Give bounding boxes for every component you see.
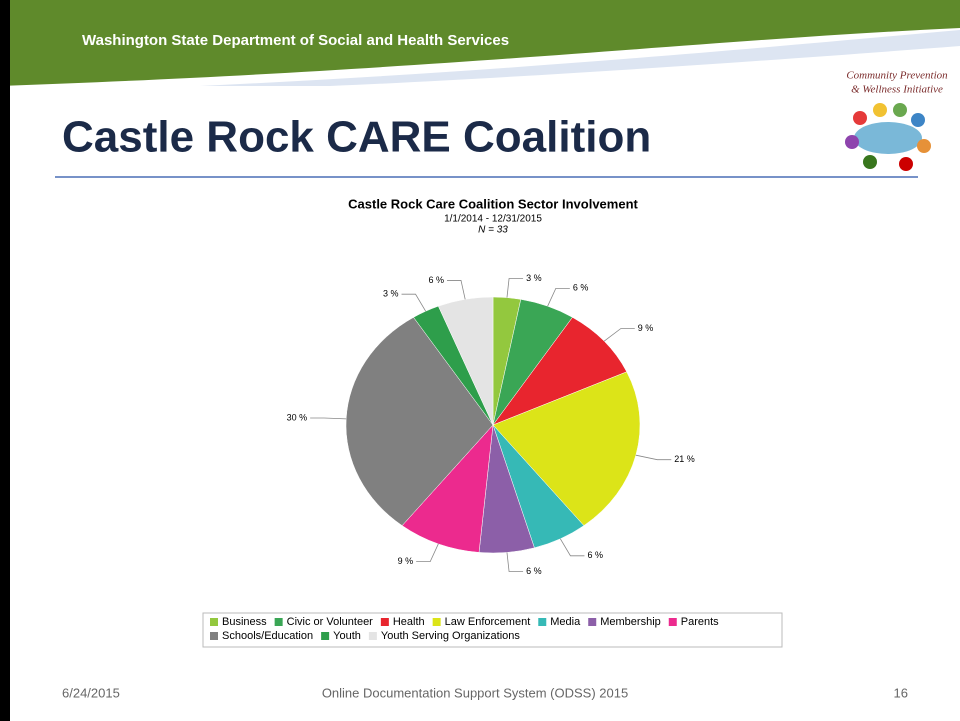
legend-label: Civic or Volunteer	[287, 616, 374, 628]
footer-center: Online Documentation Support System (ODS…	[322, 685, 628, 700]
legend: Business Civic or Volunteer Health Law Enfo…	[210, 616, 719, 642]
legend-swatch	[380, 618, 389, 626]
legend-swatch	[368, 632, 377, 640]
legend-swatch	[210, 632, 218, 640]
header-band	[0, 0, 960, 86]
legend-label: Schools/Education	[222, 630, 313, 642]
legend-swatch	[538, 618, 547, 626]
legend-label: Business	[222, 616, 267, 628]
leader-line	[560, 538, 585, 557]
legend-label: Media	[550, 616, 581, 628]
legend-label: Youth	[333, 630, 361, 642]
data-label: 6 %	[587, 550, 603, 560]
legend-swatch	[321, 632, 330, 640]
footer-date: 6/24/2015	[62, 685, 120, 700]
data-label: 6 %	[428, 275, 444, 285]
leader-line	[506, 552, 524, 572]
chart-subtitle: 1/1/2014 - 12/31/2015	[444, 214, 542, 225]
leader-line	[547, 287, 570, 307]
logo	[845, 103, 931, 171]
page-number: 16	[894, 685, 908, 700]
chart-note: N = 33	[478, 225, 508, 236]
leader-line	[635, 454, 672, 461]
chart-title: Castle Rock Care Coalition Sector Involv…	[348, 196, 638, 211]
legend-swatch	[210, 618, 218, 626]
data-label: 3 %	[383, 289, 399, 299]
data-label: 6 %	[573, 283, 589, 293]
legend-swatch	[588, 618, 597, 626]
logo-text: & Wellness Initiative	[851, 84, 943, 96]
data-label: 9 %	[398, 556, 414, 566]
leader-line	[416, 543, 439, 563]
legend-label: Law Enforcement	[445, 616, 531, 628]
pie-slice	[345, 316, 494, 526]
data-label: 9 %	[638, 323, 654, 333]
leader-line	[447, 280, 466, 300]
leader-line	[603, 328, 635, 342]
legend-label: Youth Serving Organizations	[381, 630, 521, 642]
data-label: 21 %	[674, 454, 695, 464]
legend-swatch	[432, 618, 441, 626]
pie: 3 % 6 % 9 % 21 % 6 % 6 % 9 % 30 % 3 % 6 %	[287, 273, 695, 576]
organization: Washington State Department of Social an…	[82, 32, 509, 49]
legend-label: Health	[393, 616, 425, 628]
legend-label: Parents	[681, 616, 719, 628]
legend-swatch	[668, 618, 677, 626]
pie-slice	[401, 424, 494, 553]
left-edge	[0, 0, 10, 721]
legend-box	[202, 612, 783, 648]
pie-slice	[438, 296, 494, 426]
data-label: 30 %	[287, 412, 308, 422]
leader-line	[401, 293, 426, 312]
data-label: 3 %	[526, 273, 542, 283]
data-label: 6 %	[526, 566, 542, 576]
leader-line	[310, 417, 347, 420]
pie-slice	[492, 316, 628, 426]
logo-text: Community Prevention	[846, 70, 948, 82]
leader-line	[506, 278, 524, 298]
legend-label: Membership	[600, 616, 661, 628]
pie-slice	[492, 371, 641, 526]
slide-title: Castle Rock CARE Coalition	[62, 113, 651, 162]
legend-swatch	[274, 618, 283, 626]
